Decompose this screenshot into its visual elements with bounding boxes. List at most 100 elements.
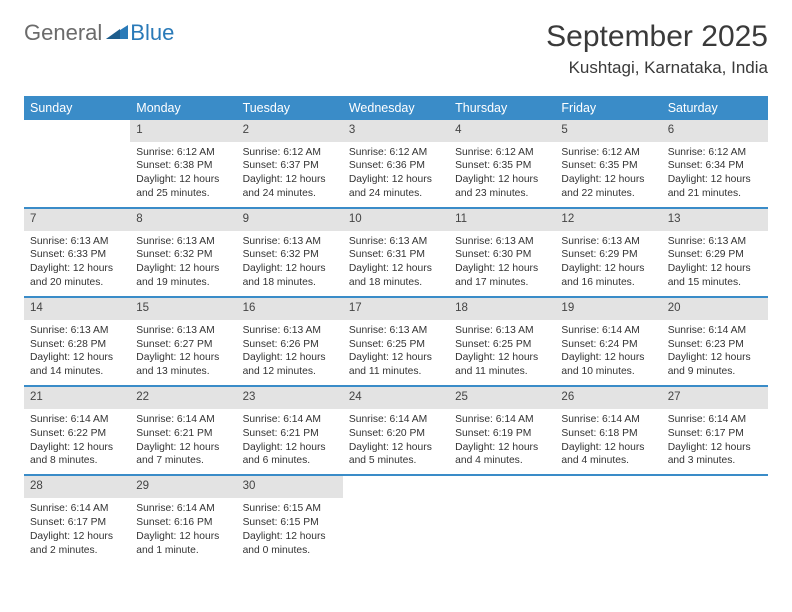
day-number: 4 [449, 120, 555, 142]
day-number: 27 [662, 387, 768, 409]
sunset-line: Sunset: 6:25 PM [349, 338, 443, 352]
day-cell: 18Sunrise: 6:13 AMSunset: 6:25 PMDayligh… [449, 298, 555, 385]
day-number: 9 [237, 209, 343, 231]
sunrise-line: Sunrise: 6:13 AM [243, 324, 337, 338]
day-body: Sunrise: 6:13 AMSunset: 6:32 PMDaylight:… [130, 231, 236, 297]
day-cell: 11Sunrise: 6:13 AMSunset: 6:30 PMDayligh… [449, 209, 555, 296]
sunset-line: Sunset: 6:29 PM [561, 248, 655, 262]
daylight-line: Daylight: 12 hours and 11 minutes. [455, 351, 549, 379]
sunset-line: Sunset: 6:30 PM [455, 248, 549, 262]
daylight-line: Daylight: 12 hours and 12 minutes. [243, 351, 337, 379]
col-thursday: Thursday [449, 96, 555, 120]
day-cell [24, 120, 130, 207]
sunset-line: Sunset: 6:21 PM [243, 427, 337, 441]
location: Kushtagi, Karnataka, India [546, 58, 768, 78]
sunrise-line: Sunrise: 6:14 AM [668, 324, 762, 338]
day-number: 10 [343, 209, 449, 231]
day-body: Sunrise: 6:13 AMSunset: 6:30 PMDaylight:… [449, 231, 555, 297]
day-number: 16 [237, 298, 343, 320]
daylight-line: Daylight: 12 hours and 1 minute. [136, 530, 230, 558]
day-cell: 4Sunrise: 6:12 AMSunset: 6:35 PMDaylight… [449, 120, 555, 207]
day-number: 22 [130, 387, 236, 409]
sunrise-line: Sunrise: 6:14 AM [136, 413, 230, 427]
daylight-line: Daylight: 12 hours and 7 minutes. [136, 441, 230, 469]
day-body: Sunrise: 6:12 AMSunset: 6:36 PMDaylight:… [343, 142, 449, 208]
day-body: Sunrise: 6:13 AMSunset: 6:25 PMDaylight:… [449, 320, 555, 386]
day-cell: 2Sunrise: 6:12 AMSunset: 6:37 PMDaylight… [237, 120, 343, 207]
col-wednesday: Wednesday [343, 96, 449, 120]
weeks-container: 1Sunrise: 6:12 AMSunset: 6:38 PMDaylight… [24, 120, 768, 563]
day-number: 28 [24, 476, 130, 498]
day-body: Sunrise: 6:14 AMSunset: 6:17 PMDaylight:… [662, 409, 768, 475]
day-body: Sunrise: 6:13 AMSunset: 6:25 PMDaylight:… [343, 320, 449, 386]
day-cell: 26Sunrise: 6:14 AMSunset: 6:18 PMDayligh… [555, 387, 661, 474]
day-cell [343, 476, 449, 563]
day-body: Sunrise: 6:14 AMSunset: 6:17 PMDaylight:… [24, 498, 130, 564]
day-number: 14 [24, 298, 130, 320]
day-body: Sunrise: 6:14 AMSunset: 6:18 PMDaylight:… [555, 409, 661, 475]
day-cell: 7Sunrise: 6:13 AMSunset: 6:33 PMDaylight… [24, 209, 130, 296]
day-number: 8 [130, 209, 236, 231]
day-body: Sunrise: 6:13 AMSunset: 6:29 PMDaylight:… [662, 231, 768, 297]
day-cell: 3Sunrise: 6:12 AMSunset: 6:36 PMDaylight… [343, 120, 449, 207]
sunset-line: Sunset: 6:32 PM [136, 248, 230, 262]
day-body: Sunrise: 6:13 AMSunset: 6:31 PMDaylight:… [343, 231, 449, 297]
sunset-line: Sunset: 6:33 PM [30, 248, 124, 262]
day-body: Sunrise: 6:13 AMSunset: 6:27 PMDaylight:… [130, 320, 236, 386]
day-number: 29 [130, 476, 236, 498]
daylight-line: Daylight: 12 hours and 9 minutes. [668, 351, 762, 379]
day-cell: 12Sunrise: 6:13 AMSunset: 6:29 PMDayligh… [555, 209, 661, 296]
day-number: 17 [343, 298, 449, 320]
day-cell: 27Sunrise: 6:14 AMSunset: 6:17 PMDayligh… [662, 387, 768, 474]
sunrise-line: Sunrise: 6:13 AM [455, 324, 549, 338]
daylight-line: Daylight: 12 hours and 21 minutes. [668, 173, 762, 201]
sunset-line: Sunset: 6:19 PM [455, 427, 549, 441]
daylight-line: Daylight: 12 hours and 2 minutes. [30, 530, 124, 558]
sunrise-line: Sunrise: 6:13 AM [30, 324, 124, 338]
sunrise-line: Sunrise: 6:14 AM [668, 413, 762, 427]
daylight-line: Daylight: 12 hours and 15 minutes. [668, 262, 762, 290]
day-cell: 29Sunrise: 6:14 AMSunset: 6:16 PMDayligh… [130, 476, 236, 563]
sunrise-line: Sunrise: 6:12 AM [243, 146, 337, 160]
sunset-line: Sunset: 6:32 PM [243, 248, 337, 262]
day-body: Sunrise: 6:13 AMSunset: 6:32 PMDaylight:… [237, 231, 343, 297]
day-body: Sunrise: 6:13 AMSunset: 6:33 PMDaylight:… [24, 231, 130, 297]
day-body: Sunrise: 6:14 AMSunset: 6:16 PMDaylight:… [130, 498, 236, 564]
sunrise-line: Sunrise: 6:12 AM [455, 146, 549, 160]
sunrise-line: Sunrise: 6:14 AM [30, 502, 124, 516]
daylight-line: Daylight: 12 hours and 18 minutes. [243, 262, 337, 290]
day-cell: 21Sunrise: 6:14 AMSunset: 6:22 PMDayligh… [24, 387, 130, 474]
day-number: 3 [343, 120, 449, 142]
day-body: Sunrise: 6:13 AMSunset: 6:26 PMDaylight:… [237, 320, 343, 386]
sunrise-line: Sunrise: 6:13 AM [668, 235, 762, 249]
daylight-line: Daylight: 12 hours and 5 minutes. [349, 441, 443, 469]
day-cell: 17Sunrise: 6:13 AMSunset: 6:25 PMDayligh… [343, 298, 449, 385]
day-number: 5 [555, 120, 661, 142]
sunrise-line: Sunrise: 6:12 AM [349, 146, 443, 160]
day-cell: 23Sunrise: 6:14 AMSunset: 6:21 PMDayligh… [237, 387, 343, 474]
day-number: 30 [237, 476, 343, 498]
day-cell: 1Sunrise: 6:12 AMSunset: 6:38 PMDaylight… [130, 120, 236, 207]
sunrise-line: Sunrise: 6:13 AM [455, 235, 549, 249]
sunset-line: Sunset: 6:22 PM [30, 427, 124, 441]
logo-text-blue: Blue [130, 20, 174, 46]
sunrise-line: Sunrise: 6:14 AM [455, 413, 549, 427]
week-row: 14Sunrise: 6:13 AMSunset: 6:28 PMDayligh… [24, 298, 768, 387]
day-number: 2 [237, 120, 343, 142]
logo-triangle-icon [106, 23, 128, 44]
day-cell: 14Sunrise: 6:13 AMSunset: 6:28 PMDayligh… [24, 298, 130, 385]
col-sunday: Sunday [24, 96, 130, 120]
sunset-line: Sunset: 6:21 PM [136, 427, 230, 441]
daylight-line: Daylight: 12 hours and 20 minutes. [30, 262, 124, 290]
day-cell [449, 476, 555, 563]
day-number: 24 [343, 387, 449, 409]
day-body: Sunrise: 6:12 AMSunset: 6:37 PMDaylight:… [237, 142, 343, 208]
sunset-line: Sunset: 6:17 PM [30, 516, 124, 530]
day-cell: 22 Sunrise: 6:14 AMSunset: 6:21 PMDayligh… [130, 387, 236, 474]
sunrise-line: Sunrise: 6:13 AM [243, 235, 337, 249]
daylight-line: Daylight: 12 hours and 13 minutes. [136, 351, 230, 379]
col-friday: Friday [555, 96, 661, 120]
day-cell: 28Sunrise: 6:14 AMSunset: 6:17 PMDayligh… [24, 476, 130, 563]
sunrise-line: Sunrise: 6:14 AM [561, 413, 655, 427]
day-cell: 24Sunrise: 6:14 AMSunset: 6:20 PMDayligh… [343, 387, 449, 474]
